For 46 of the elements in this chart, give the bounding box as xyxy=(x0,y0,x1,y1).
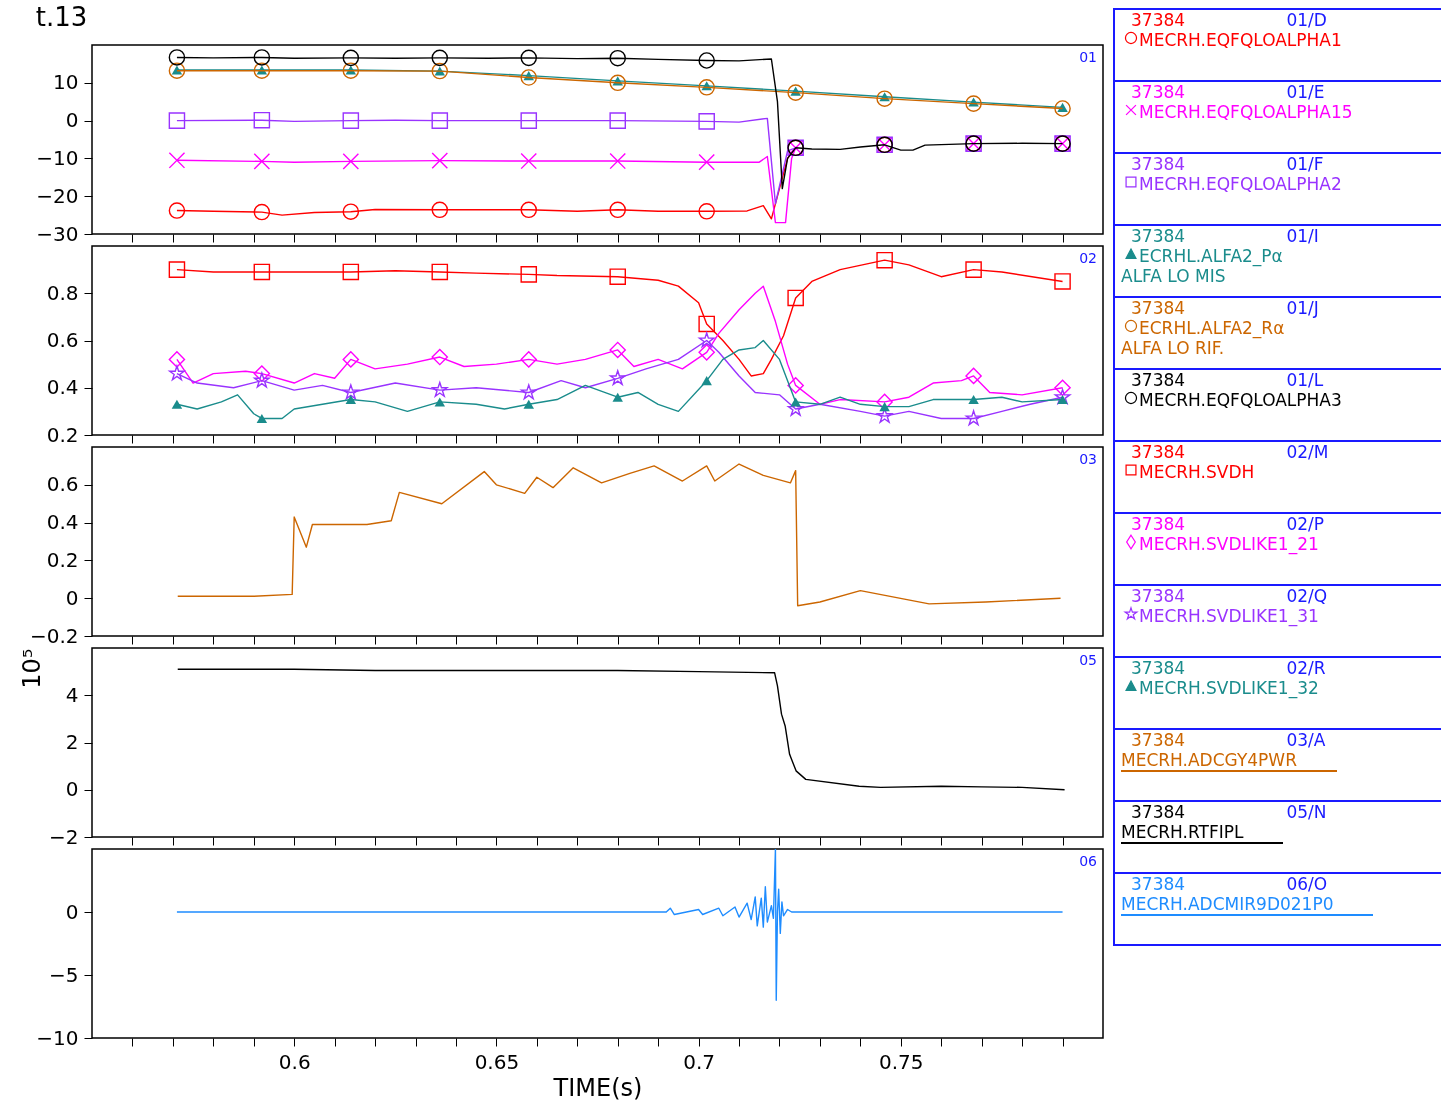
text: 37384 03/A MECRH.ADCGY4PWR xyxy=(1121,730,1326,770)
annotation: 03 xyxy=(1079,451,1097,467)
y-tick-label: −2 xyxy=(49,824,79,849)
y-tick-label: −5 xyxy=(49,962,79,987)
annotation: 01 xyxy=(1079,49,1097,65)
chart-title: t.13 xyxy=(35,2,88,32)
text: 37384 02/M MECRH.SVDH xyxy=(1131,442,1329,482)
x-tick-label: 0.7 xyxy=(683,1049,716,1074)
text: 37384 01/F MECRH.EQFQLOALPHA2 xyxy=(1131,154,1342,194)
text: 37384 02/R MECRH.SVDLIKE1_32 xyxy=(1131,658,1326,698)
y-tick-label: 0 xyxy=(65,585,79,610)
x-tick-label: 0.6 xyxy=(278,1049,311,1074)
y-tick-label: −0.2 xyxy=(29,623,79,648)
text: 37384 01/J ECRHL.ALFA2_Rα ALFA LO RIF. xyxy=(1121,298,1319,358)
text: 37384 02/P MECRH.SVDLIKE1_21 xyxy=(1131,514,1325,554)
y-tick-label: −30 xyxy=(36,221,79,246)
text: 37384 01/D MECRH.EQFQLOALPHA1 xyxy=(1131,10,1342,50)
y-tick-label: −10 xyxy=(36,145,79,170)
y-tick-label: 0.2 xyxy=(46,422,79,447)
text: 37384 05/N MECRH.RTFIPL xyxy=(1121,802,1327,842)
y-tick-label: 0 xyxy=(65,777,79,802)
text: 37384 02/Q MECRH.SVDLIKE1_31 xyxy=(1131,586,1328,626)
y-tick-label: 0 xyxy=(65,899,79,924)
y-tick-label: 0.8 xyxy=(46,280,79,305)
x-tick-label: 0.75 xyxy=(879,1049,924,1074)
x-tick-label: 0.65 xyxy=(474,1049,520,1074)
annotation: 06 xyxy=(1079,853,1098,869)
annotation: 02 xyxy=(1079,250,1097,266)
text: 37384 01/I ECRHL.ALFA2_Pα ALFA LO MIS xyxy=(1121,226,1319,286)
text: 37384 06/O MECRH.ADCMIR9D021P0 xyxy=(1121,874,1334,914)
y-tick-label: 0 xyxy=(65,108,79,133)
text: 37384 01/E MECRH.EQFQLOALPHA15 xyxy=(1131,82,1353,122)
y-tick-label: −20 xyxy=(36,183,79,208)
y-tick-label: 0.6 xyxy=(46,328,79,352)
y-tick-label: 0.4 xyxy=(46,375,79,400)
y-tick-label: 2 xyxy=(65,730,79,754)
y-tick-label: −10 xyxy=(36,1025,79,1050)
y-tick-label: 4 xyxy=(65,682,79,707)
y-tick-label: 0.2 xyxy=(46,547,79,572)
y-tick-label: 0.4 xyxy=(46,510,79,535)
y-tick-label: 0.6 xyxy=(46,472,79,497)
x-axis-title: TIME(s) xyxy=(552,1073,643,1102)
y-axis-title: 10⁵ xyxy=(18,648,47,689)
annotation: 05 xyxy=(1079,652,1097,668)
text: 37384 01/L MECRH.EQFQLOALPHA3 xyxy=(1131,370,1342,410)
y-tick-label: 10 xyxy=(53,70,79,95)
